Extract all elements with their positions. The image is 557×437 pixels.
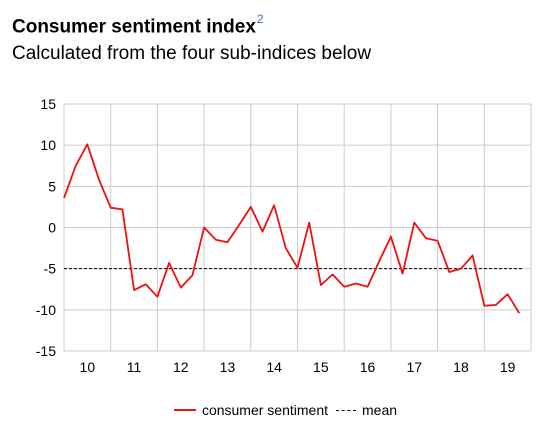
data-point[interactable] [482,303,487,308]
data-point[interactable] [400,271,405,276]
legend-swatch-solid-line [173,409,196,411]
data-point[interactable] [423,236,428,241]
x-tick-label: 17 [406,359,422,375]
data-point[interactable] [225,240,230,245]
chart-title-text: Consumer sentiment index [12,16,256,38]
plot-frame [63,104,532,352]
y-tick-label: 5 [48,178,56,194]
data-point[interactable] [353,281,358,286]
chart-title: Consumer sentiment index2 [12,12,264,38]
data-point[interactable] [330,272,335,277]
data-point[interactable] [202,225,207,230]
data-point[interactable] [178,285,183,290]
data-point[interactable] [365,284,370,289]
data-point[interactable] [412,220,417,225]
x-tick-label: 15 [313,359,329,375]
data-point[interactable] [342,284,347,289]
data-point[interactable] [505,292,510,297]
data-point[interactable] [458,266,463,271]
data-point[interactable] [120,207,125,212]
data-point[interactable] [167,260,172,265]
data-point[interactable] [447,269,452,274]
data-point[interactable] [213,237,218,242]
data-point[interactable] [143,282,148,287]
data-point[interactable] [295,265,300,270]
data-point[interactable] [517,311,522,316]
data-point[interactable] [272,203,277,208]
legend-label-consumer-sentiment: consumer sentiment [201,402,329,418]
legend: consumer sentiment mean [0,402,557,418]
x-tick-label: 11 [127,359,142,375]
data-point[interactable] [132,288,137,293]
legend-item-mean[interactable]: mean [328,402,397,418]
chart-subtitle: Calculated from the four sub-indices bel… [12,43,372,64]
data-point[interactable] [283,246,288,251]
x-tick-label: 16 [360,359,376,375]
y-tick-label: -10 [36,302,56,318]
data-point[interactable] [155,294,160,299]
data-point[interactable] [307,220,312,225]
y-tick-label: 15 [40,96,56,112]
x-tick-label: 13 [220,359,236,375]
data-point[interactable] [248,204,253,209]
data-point[interactable] [435,238,440,243]
data-point[interactable] [318,283,323,288]
x-tick-label: 14 [266,359,282,375]
data-point[interactable] [260,229,265,234]
data-point[interactable] [470,253,475,258]
grid-lines [63,103,532,352]
data-point[interactable] [493,302,498,307]
data-point[interactable] [237,223,242,228]
y-tick-label: -5 [44,261,57,277]
x-tick-label: 18 [453,359,469,375]
x-axis-ticks: 10 11 12 13 14 15 16 17 18 19 [80,359,516,375]
legend-item-consumer-sentiment[interactable]: consumer sentiment [160,402,328,418]
data-point[interactable] [85,142,90,147]
data-point[interactable] [73,163,78,168]
data-point[interactable] [62,195,67,200]
series-group [62,142,522,316]
x-tick-label: 12 [173,359,189,375]
x-tick-label: 19 [500,359,516,375]
legend-swatch-dashed-line [336,409,357,411]
y-tick-label: 10 [40,137,56,153]
data-point[interactable] [377,259,382,264]
y-axis-ticks: 15 10 5 0 -5 -10 -15 [36,96,56,359]
y-tick-label: 0 [48,220,56,236]
data-point[interactable] [108,205,113,210]
data-point[interactable] [190,273,195,278]
x-tick-label: 10 [80,359,96,375]
data-point[interactable] [97,177,102,182]
data-point[interactable] [388,234,393,239]
y-tick-label: -15 [36,343,56,359]
legend-label-mean: mean [362,402,398,418]
title-footnote-marker[interactable]: 2 [256,12,264,26]
series-line-consumer-sentiment[interactable] [63,143,521,314]
